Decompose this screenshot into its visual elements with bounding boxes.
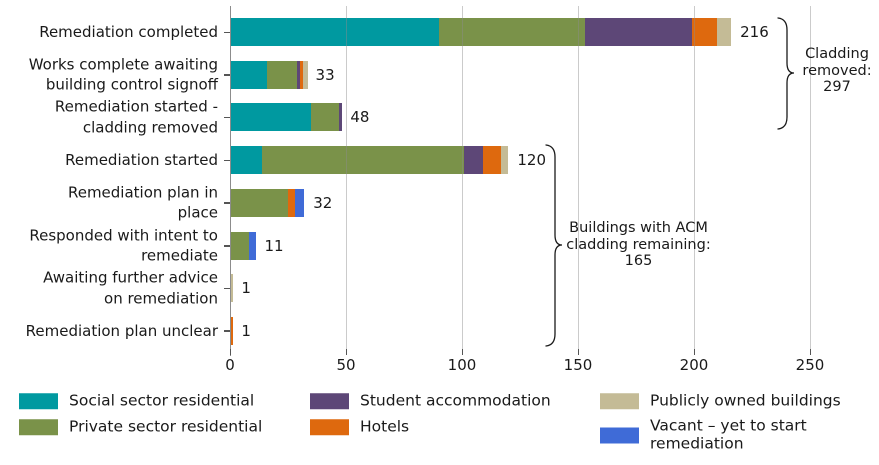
bar-row: [230, 231, 256, 260]
category-label: Remediation started - cladding removed: [54, 97, 218, 137]
category-label: Remediation plan unclear: [25, 321, 218, 340]
bar-segment: [230, 60, 268, 89]
bar-row: [230, 274, 233, 303]
bar-value-label: 216: [740, 23, 769, 41]
gridline: [577, 6, 579, 349]
bar-value-label: 33: [315, 65, 335, 84]
bar-segment: [262, 146, 465, 175]
bar-value-label: 48: [350, 108, 370, 127]
annotation-cladding-removed: Cladding removed: 297: [802, 46, 872, 95]
x-axis-tick: [461, 349, 463, 355]
category-label: Responded with intent to remediate: [29, 226, 218, 265]
x-axis-tick-label: 0: [225, 356, 235, 374]
x-axis-tick: [345, 349, 347, 355]
curly-brace: [777, 17, 795, 130]
y-axis-tick: [224, 116, 230, 119]
bar-segment: [230, 18, 439, 46]
bar-segment: [230, 103, 312, 132]
gridline: [809, 6, 811, 349]
legend-item: Hotels: [310, 418, 409, 436]
bar-segment: [717, 18, 732, 46]
bar-segment: [230, 231, 249, 260]
bar-row: [230, 188, 305, 217]
bar-segment: [311, 103, 340, 132]
y-axis-tick: [224, 287, 230, 290]
bar-segment: [297, 60, 301, 89]
y-axis-tick: [224, 245, 230, 247]
legend-label: Hotels: [360, 417, 410, 436]
legend-swatch: [600, 393, 639, 409]
curly-brace: [545, 144, 563, 347]
legend-swatch: [310, 393, 349, 409]
legend-swatch: [19, 419, 58, 435]
category-label: Remediation started: [65, 150, 218, 169]
y-axis-tick: [224, 159, 230, 162]
x-axis-tick-label: 100: [447, 356, 477, 374]
bar-segment: [267, 60, 298, 89]
y-axis-tick: [224, 330, 230, 332]
x-axis-tick: [809, 349, 811, 355]
bar-value-label: 32: [313, 193, 333, 212]
category-label: Remediation plan in place: [67, 183, 218, 222]
bar-value-label: 11: [264, 236, 284, 255]
bar-segment: [438, 18, 585, 46]
legend-item: Student accommodation: [310, 392, 551, 410]
y-axis-spine: [230, 6, 231, 356]
category-label: Awaiting further advice on remediation: [43, 268, 218, 308]
legend-label: Student accommodation: [360, 391, 551, 410]
legend-item: Publicly owned buildings: [600, 392, 841, 410]
bar-segment: [294, 188, 305, 217]
legend-label: Publicly owned buildings: [650, 391, 841, 410]
legend-item: Social sector residential: [19, 392, 254, 410]
bar-segment: [691, 18, 718, 46]
bar-segment: [464, 146, 483, 175]
bar-value-label: 120: [517, 151, 547, 170]
bar-row: [230, 18, 732, 46]
bar-row: [230, 146, 509, 175]
bar-segment: [501, 146, 509, 175]
legend-swatch: [310, 419, 349, 435]
category-label: Remediation completed: [39, 22, 218, 41]
x-axis-tick-label: 200: [679, 356, 709, 374]
legend-label: Vacant – yet to start remediation: [650, 416, 807, 452]
bar-segment: [482, 146, 502, 175]
x-axis-tick: [693, 349, 695, 355]
x-axis-tick-label: 50: [336, 356, 356, 374]
gridline: [693, 6, 695, 349]
legend-item: Private sector residential: [19, 418, 262, 436]
legend-swatch: [600, 427, 639, 443]
x-axis-tick: [577, 349, 579, 355]
bar-row: [230, 103, 343, 132]
bar-segment: [300, 60, 304, 89]
bar-segment: [230, 316, 233, 345]
legend-label: Social sector residential: [69, 391, 255, 410]
bar-segment: [288, 188, 295, 217]
bar-value-label: 1: [241, 279, 251, 298]
legend-item: Vacant – yet to start remediation: [600, 416, 807, 453]
bar-segment: [303, 60, 308, 89]
legend-label: Private sector residential: [69, 417, 263, 436]
y-axis-tick: [224, 202, 230, 204]
x-axis-tick-label: 150: [563, 356, 593, 374]
y-axis-tick: [224, 31, 230, 33]
y-axis-tick: [224, 74, 230, 76]
bar-segment: [230, 188, 288, 217]
gridline: [345, 6, 347, 349]
bar-segment: [230, 274, 233, 303]
bar-row: [230, 316, 233, 345]
bar-row: [230, 60, 308, 89]
bar-segment: [584, 18, 692, 46]
legend-swatch: [19, 393, 58, 409]
bar-segment: [248, 231, 256, 260]
gridline: [461, 6, 463, 349]
bar-segment: [230, 146, 263, 175]
annotation-cladding-remaining: Buildings with ACM cladding remaining: 1…: [566, 220, 711, 269]
category-label: Works complete awaiting building control…: [28, 55, 218, 94]
bar-segment: [339, 103, 343, 132]
bar-value-label: 1: [241, 321, 251, 340]
x-axis-tick-label: 250: [795, 356, 825, 374]
x-axis-tick: [229, 349, 231, 355]
